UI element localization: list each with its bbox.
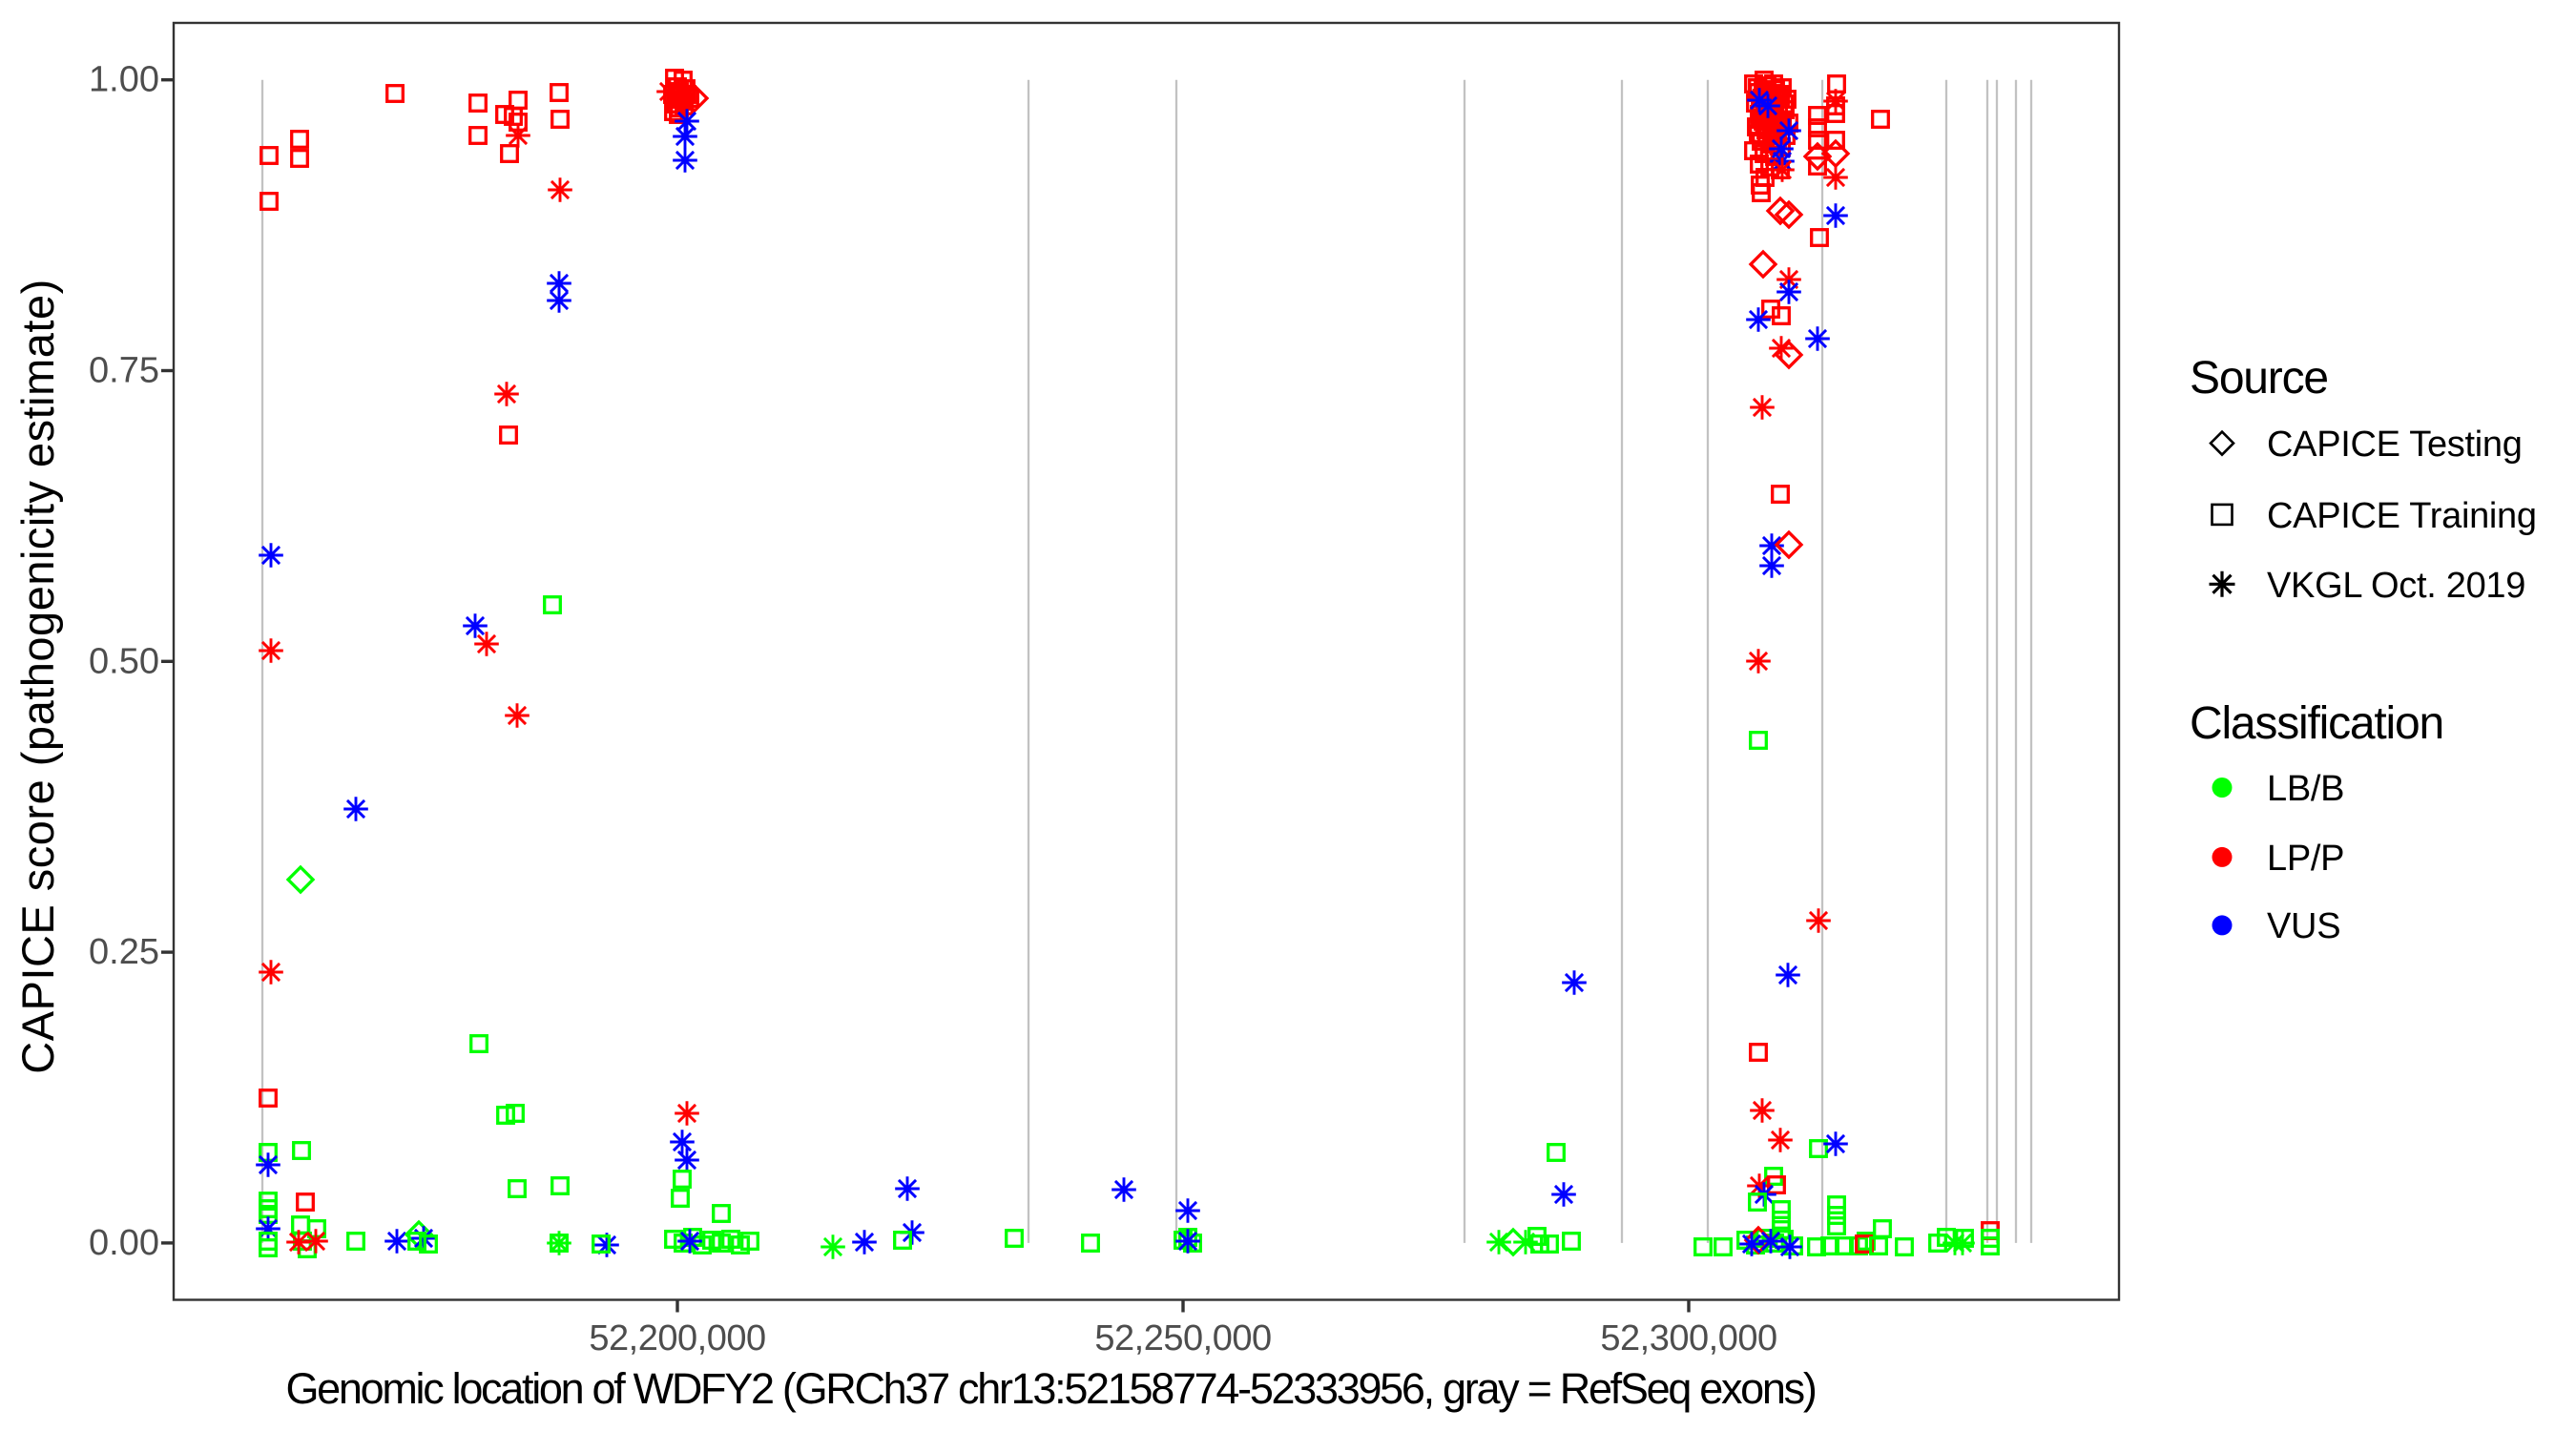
svg-text:52,200,000: 52,200,000 — [589, 1318, 765, 1358]
svg-text:1.00: 1.00 — [89, 60, 159, 100]
svg-text:LB/B: LB/B — [2267, 769, 2344, 809]
svg-text:52,300,000: 52,300,000 — [1600, 1318, 1776, 1358]
svg-text:0.00: 0.00 — [89, 1223, 159, 1263]
svg-text:CAPICE Testing: CAPICE Testing — [2267, 425, 2523, 465]
svg-text:LP/P: LP/P — [2267, 839, 2344, 879]
svg-text:52,250,000: 52,250,000 — [1094, 1318, 1271, 1358]
svg-text:CAPICE score (pathogenicity es: CAPICE score (pathogenicity estimate) — [12, 279, 63, 1074]
svg-text:0.75: 0.75 — [89, 351, 159, 391]
svg-text:Genomic location of WDFY2 (GRC: Genomic location of WDFY2 (GRCh37 chr13:… — [285, 1364, 1815, 1413]
svg-text:VUS: VUS — [2267, 906, 2340, 946]
svg-text:0.50: 0.50 — [89, 641, 159, 681]
svg-text:VKGL Oct. 2019: VKGL Oct. 2019 — [2267, 566, 2525, 606]
svg-text:CAPICE Training: CAPICE Training — [2267, 496, 2537, 536]
svg-text:Classification: Classification — [2190, 698, 2443, 749]
svg-text:Source: Source — [2190, 353, 2328, 404]
svg-text:0.25: 0.25 — [89, 932, 159, 972]
